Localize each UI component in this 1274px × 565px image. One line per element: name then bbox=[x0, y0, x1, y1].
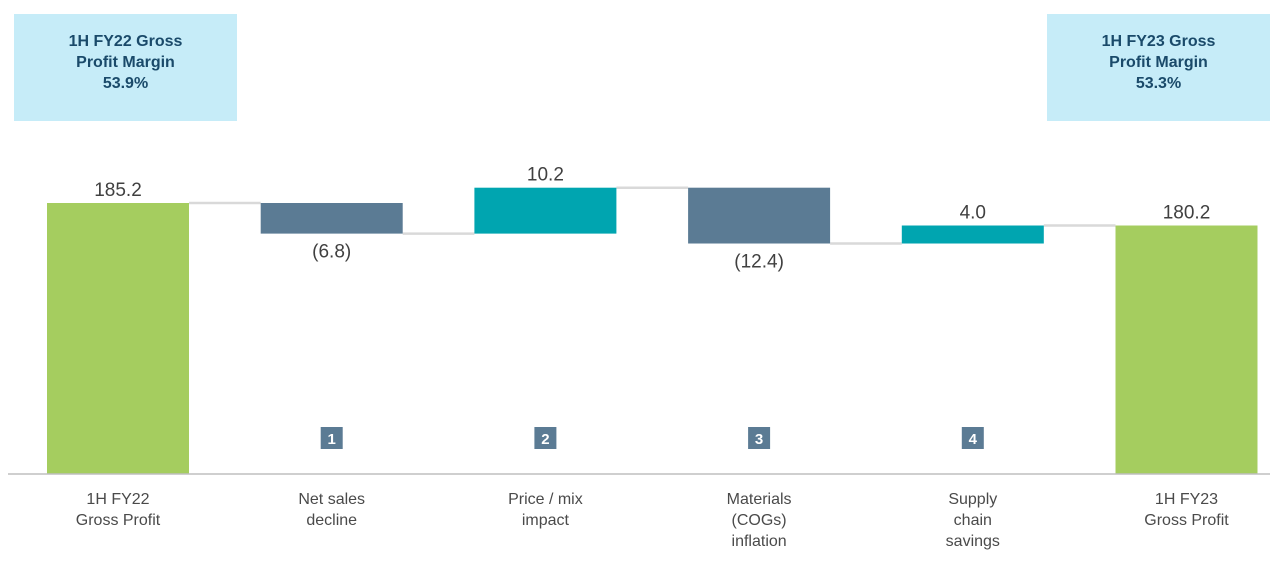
waterfall-bar bbox=[260, 203, 403, 234]
step-badge-number: 2 bbox=[541, 431, 549, 448]
data-label: (12.4) bbox=[734, 252, 784, 273]
box-line: 1H FY22 Gross bbox=[68, 33, 183, 50]
step-badge-number: 1 bbox=[328, 431, 336, 448]
box-line: 53.9% bbox=[102, 75, 149, 92]
data-label: (6.8) bbox=[312, 242, 351, 263]
box-line: Profit Margin bbox=[76, 54, 175, 71]
step-badge bbox=[534, 427, 557, 449]
data-label: 185.2 bbox=[94, 180, 142, 201]
data-label: 4.0 bbox=[960, 203, 986, 224]
waterfall-bar bbox=[688, 187, 831, 244]
category-label: 1H FY22 Gross Profit bbox=[76, 491, 161, 529]
waterfall-bar bbox=[901, 225, 1044, 244]
step-badge bbox=[748, 427, 771, 449]
waterfall-bar bbox=[474, 187, 617, 234]
data-label: 180.2 bbox=[1163, 203, 1211, 224]
category-label: 1H FY23 Gross Profit bbox=[1144, 491, 1229, 529]
category-label: Supply chain savings bbox=[946, 491, 1000, 550]
category-label: Price / mix impact bbox=[508, 491, 583, 529]
waterfall-bar bbox=[47, 203, 189, 474]
waterfall-bar bbox=[1115, 225, 1258, 474]
data-label: 10.2 bbox=[527, 165, 564, 186]
step-badge bbox=[961, 427, 984, 449]
box-line: 1H FY23 Gross bbox=[1101, 33, 1216, 50]
step-badge-number: 3 bbox=[755, 431, 763, 448]
step-badge-number: 4 bbox=[969, 431, 978, 448]
step-badge bbox=[320, 427, 343, 449]
gross-margin-box-fy22: 1H FY22 Gross Profit Margin 53.9% bbox=[14, 14, 237, 121]
gross-margin-box-fy23: 1H FY23 Gross Profit Margin 53.3% bbox=[1047, 14, 1270, 121]
box-line: Profit Margin bbox=[1109, 54, 1208, 71]
category-label: Net sales decline bbox=[298, 491, 365, 529]
category-label: Materials (COGs) inflation bbox=[727, 491, 792, 550]
box-line: 53.3% bbox=[1135, 75, 1182, 92]
